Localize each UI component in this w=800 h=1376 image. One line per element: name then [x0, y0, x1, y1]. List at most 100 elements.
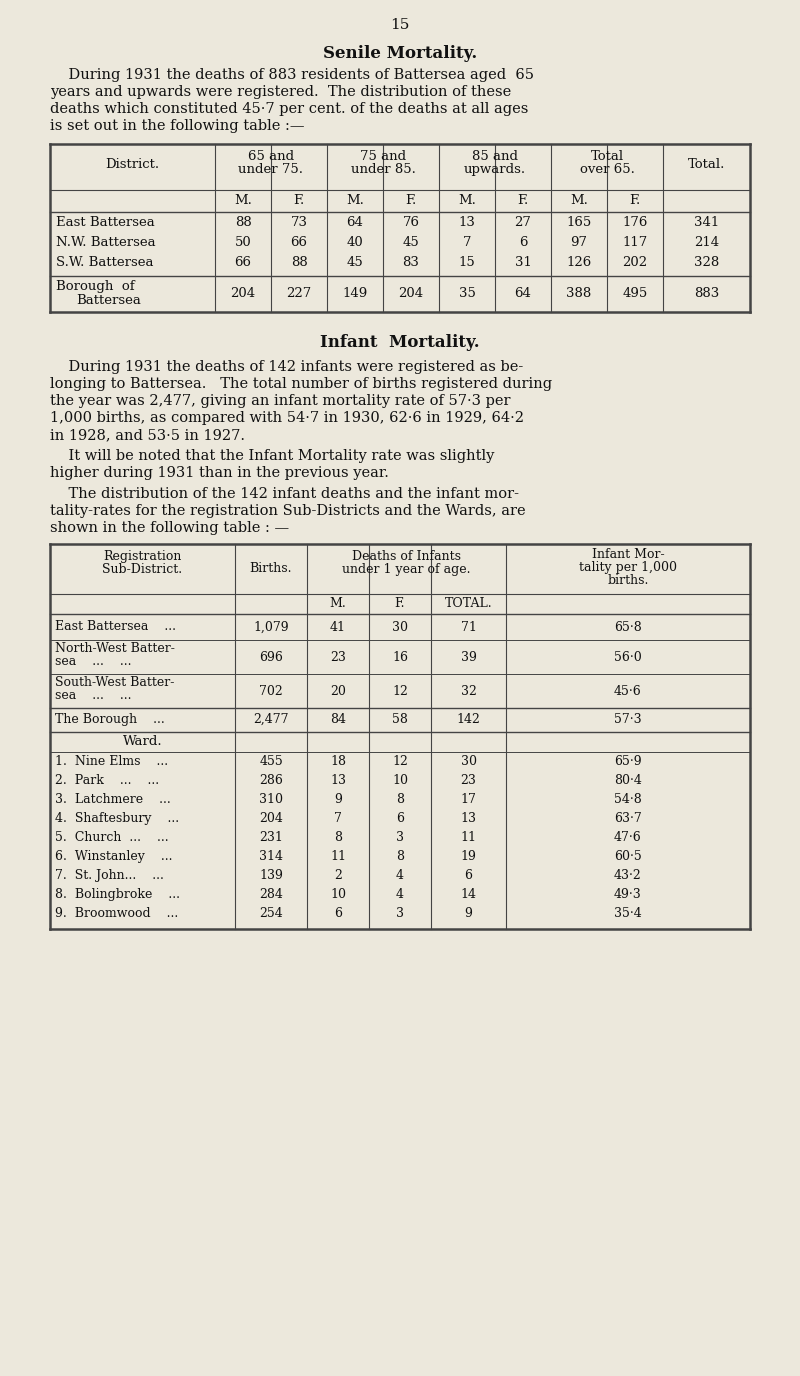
Text: M.: M. [570, 194, 588, 206]
Text: 6: 6 [518, 237, 527, 249]
Text: 39: 39 [461, 651, 477, 665]
Text: East Battersea    ...: East Battersea ... [55, 621, 176, 633]
Text: under 85.: under 85. [350, 162, 415, 176]
Text: 227: 227 [286, 288, 312, 300]
Text: higher during 1931 than in the previous year.: higher during 1931 than in the previous … [50, 466, 389, 480]
Text: 314: 314 [259, 850, 283, 863]
Text: 883: 883 [694, 288, 719, 300]
Text: the year was 2,477, giving an infant mortality rate of 57·3 per: the year was 2,477, giving an infant mor… [50, 394, 510, 409]
Text: 45: 45 [346, 256, 363, 268]
Text: 4.  Shaftesbury    ...: 4. Shaftesbury ... [55, 812, 179, 826]
Text: F.: F. [630, 194, 641, 206]
Text: 43·2: 43·2 [614, 870, 642, 882]
Text: 23: 23 [330, 651, 346, 665]
Text: 15: 15 [458, 256, 475, 268]
Text: 9: 9 [334, 793, 342, 806]
Text: 71: 71 [461, 621, 477, 634]
Text: sea    ...    ...: sea ... ... [55, 655, 131, 667]
Text: 63·7: 63·7 [614, 812, 642, 826]
Text: 204: 204 [398, 288, 423, 300]
Text: under 75.: under 75. [238, 162, 303, 176]
Text: 57·3: 57·3 [614, 713, 642, 727]
Text: 8.  Bolingbroke    ...: 8. Bolingbroke ... [55, 888, 180, 901]
Text: Sub-District.: Sub-District. [102, 563, 182, 577]
Text: over 65.: over 65. [579, 162, 634, 176]
Text: tality-rates for the registration Sub-Districts and the Wards, are: tality-rates for the registration Sub-Di… [50, 504, 526, 517]
Text: 40: 40 [346, 237, 363, 249]
Text: N.W. Battersea: N.W. Battersea [56, 237, 156, 249]
Text: 14: 14 [461, 888, 477, 901]
Text: 19: 19 [461, 850, 477, 863]
Text: 8: 8 [396, 793, 404, 806]
Text: 83: 83 [402, 256, 419, 268]
Text: 54·8: 54·8 [614, 793, 642, 806]
Text: Senile Mortality.: Senile Mortality. [323, 45, 477, 62]
Text: Battersea: Battersea [76, 294, 141, 307]
Text: 4: 4 [396, 888, 404, 901]
Text: 286: 286 [259, 773, 283, 787]
Text: 455: 455 [259, 755, 283, 768]
Text: 5.  Church  ...    ...: 5. Church ... ... [55, 831, 169, 843]
Text: 4: 4 [396, 870, 404, 882]
Text: 45·6: 45·6 [614, 685, 642, 698]
Text: The distribution of the 142 infant deaths and the infant mor-: The distribution of the 142 infant death… [50, 487, 519, 501]
Text: 9.  Broomwood    ...: 9. Broomwood ... [55, 907, 178, 921]
Text: Ward.: Ward. [122, 735, 162, 749]
Text: 13: 13 [461, 812, 477, 826]
Text: Registration: Registration [103, 550, 182, 563]
Text: 65·8: 65·8 [614, 621, 642, 634]
Text: tality per 1,000: tality per 1,000 [579, 561, 677, 574]
Text: 80·4: 80·4 [614, 773, 642, 787]
Text: F.: F. [406, 194, 417, 206]
Text: 2: 2 [334, 870, 342, 882]
Text: It will be noted that the Infant Mortality rate was slightly: It will be noted that the Infant Mortali… [50, 449, 494, 462]
Text: 64: 64 [346, 216, 363, 228]
Text: 6: 6 [396, 812, 404, 826]
Text: 18: 18 [330, 755, 346, 768]
Text: 11: 11 [330, 850, 346, 863]
Text: 1,079: 1,079 [253, 621, 289, 634]
Text: Births.: Births. [250, 561, 292, 575]
Text: 84: 84 [330, 713, 346, 727]
Text: 2.  Park    ...    ...: 2. Park ... ... [55, 773, 159, 787]
Text: 13: 13 [458, 216, 475, 228]
Text: deaths which constituted 45·7 per cent. of the deaths at all ages: deaths which constituted 45·7 per cent. … [50, 102, 528, 116]
Text: 1,000 births, as compared with 54·7 in 1930, 62·6 in 1929, 64·2: 1,000 births, as compared with 54·7 in 1… [50, 411, 524, 425]
Text: Deaths of Infants: Deaths of Infants [352, 550, 461, 563]
Text: F.: F. [518, 194, 529, 206]
Text: 310: 310 [259, 793, 283, 806]
Text: years and upwards were registered.  The distribution of these: years and upwards were registered. The d… [50, 85, 511, 99]
Text: 41: 41 [330, 621, 346, 634]
Text: 32: 32 [461, 685, 477, 698]
Text: 328: 328 [694, 256, 719, 268]
Text: 31: 31 [514, 256, 531, 268]
Text: 702: 702 [259, 685, 283, 698]
Text: 13: 13 [330, 773, 346, 787]
Text: 58: 58 [392, 713, 408, 727]
Text: 76: 76 [402, 216, 419, 228]
Text: 6.  Winstanley    ...: 6. Winstanley ... [55, 850, 173, 863]
Text: is set out in the following table :—: is set out in the following table :— [50, 118, 305, 133]
Text: 139: 139 [259, 870, 283, 882]
Text: 23: 23 [461, 773, 477, 787]
Text: 16: 16 [392, 651, 408, 665]
Text: 10: 10 [330, 888, 346, 901]
Text: 126: 126 [566, 256, 592, 268]
Text: shown in the following table : —: shown in the following table : — [50, 522, 289, 535]
Text: 696: 696 [259, 651, 283, 665]
Text: Total: Total [590, 150, 623, 162]
Text: 7: 7 [334, 812, 342, 826]
Text: 7.  St. John...    ...: 7. St. John... ... [55, 870, 164, 882]
Text: under 1 year of age.: under 1 year of age. [342, 563, 470, 577]
Text: 1.  Nine Elms    ...: 1. Nine Elms ... [55, 755, 168, 768]
Text: 176: 176 [622, 216, 648, 228]
Text: 142: 142 [457, 713, 481, 727]
Text: 97: 97 [570, 237, 587, 249]
Text: 56·0: 56·0 [614, 651, 642, 665]
Text: 8: 8 [396, 850, 404, 863]
Text: 202: 202 [622, 256, 647, 268]
Text: 3: 3 [396, 831, 404, 843]
Text: North-West Batter-: North-West Batter- [55, 643, 175, 655]
Text: upwards.: upwards. [464, 162, 526, 176]
Text: 10: 10 [392, 773, 408, 787]
